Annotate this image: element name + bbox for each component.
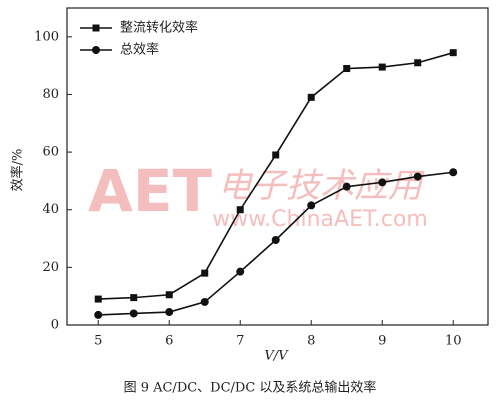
y-tick-label: 60 (42, 145, 59, 160)
plot-frame (66, 7, 489, 326)
caption: 图 9 AC/DC、DC/DC 以及系统总输出效率 (124, 380, 377, 396)
data-point (200, 297, 209, 306)
data-point (378, 63, 386, 71)
x-tick-label: 5 (94, 334, 102, 349)
legend-label: 总效率 (120, 42, 159, 58)
y-tick-label: 40 (42, 202, 59, 217)
data-point (236, 206, 244, 214)
legend-label: 整流转化效率 (120, 20, 198, 36)
y-tick-label: 80 (42, 87, 59, 102)
y-tick-label: 100 (34, 29, 59, 44)
x-axis-label: V/V (264, 349, 289, 364)
legend-marker (92, 46, 100, 54)
legend-marker (92, 24, 100, 32)
watermark-url: www.ChinaAET.com (212, 207, 428, 232)
x-tick-label: 6 (165, 334, 173, 349)
data-point (307, 201, 316, 210)
data-point (343, 65, 351, 73)
data-point (94, 295, 102, 303)
data-point (413, 172, 422, 181)
data-point (272, 151, 280, 159)
data-point (129, 309, 138, 318)
data-point (342, 182, 351, 191)
data-point (236, 267, 245, 276)
data-point (271, 235, 280, 244)
data-point (201, 269, 209, 277)
y-tick-label: 20 (42, 260, 59, 275)
y-tick-label: 0 (51, 318, 59, 333)
data-point (130, 294, 138, 302)
x-tick-label: 8 (307, 334, 315, 349)
x-tick-label: 9 (378, 334, 386, 349)
data-point (165, 291, 173, 299)
data-point (94, 310, 103, 319)
x-tick-label: 10 (445, 334, 462, 349)
data-point (449, 49, 457, 57)
y-axis-label: 效率/% (10, 149, 26, 192)
watermark-logo: AET (88, 157, 213, 225)
data-point (307, 93, 315, 101)
data-point (449, 168, 458, 177)
data-point (378, 178, 387, 187)
data-point (165, 308, 174, 317)
x-tick-label: 7 (236, 334, 244, 349)
data-point (414, 59, 422, 67)
